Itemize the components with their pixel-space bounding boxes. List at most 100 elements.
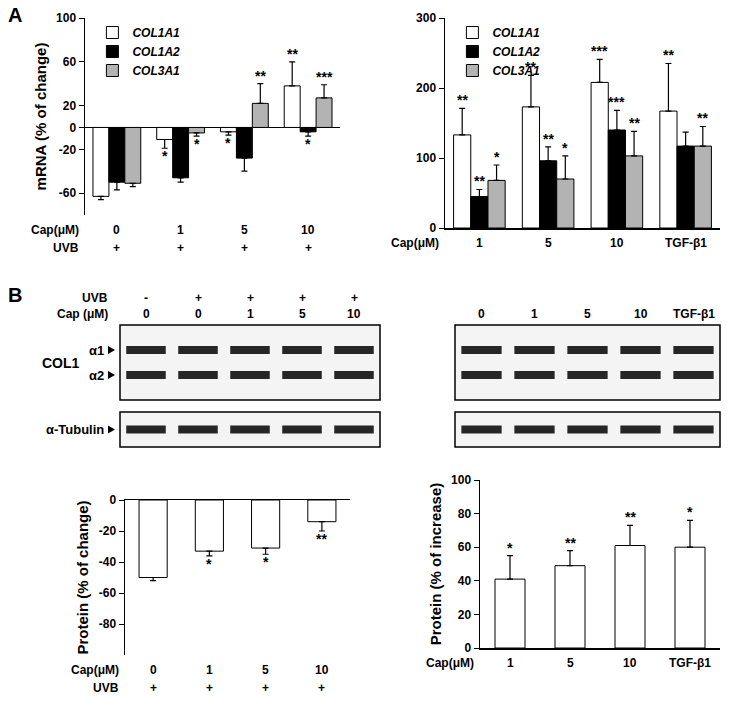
svg-text:TGF-β1: TGF-β1: [669, 656, 711, 670]
svg-text:1: 1: [507, 656, 514, 670]
svg-text:1: 1: [247, 307, 254, 321]
svg-text:+: +: [247, 291, 254, 305]
svg-text:0: 0: [478, 307, 485, 321]
svg-text:***: ***: [591, 43, 608, 59]
svg-text:*: *: [494, 149, 500, 165]
svg-text:B: B: [8, 284, 22, 306]
svg-text:100: 100: [416, 151, 436, 165]
svg-text:Cap(μM): Cap(μM): [31, 223, 79, 237]
svg-text:**: **: [625, 509, 636, 525]
svg-text:**: **: [663, 47, 674, 63]
svg-text:60: 60: [458, 540, 472, 554]
svg-text:5: 5: [567, 656, 574, 670]
svg-text:1: 1: [206, 663, 213, 677]
svg-text:TGF-β1: TGF-β1: [665, 236, 707, 250]
svg-text:1: 1: [177, 223, 184, 237]
svg-text:*: *: [562, 140, 568, 156]
svg-text:100: 100: [451, 473, 471, 487]
svg-text:-20: -20: [99, 524, 117, 538]
svg-text:-80: -80: [99, 617, 117, 631]
svg-text:0: 0: [109, 493, 116, 507]
svg-text:α2: α2: [89, 368, 104, 383]
svg-text:1: 1: [476, 236, 483, 250]
svg-text:**: **: [255, 68, 266, 84]
svg-text:10: 10: [634, 307, 648, 321]
svg-text:20: 20: [63, 99, 77, 113]
svg-text:**: **: [287, 46, 298, 62]
svg-text:COL1A1: COL1A1: [132, 26, 180, 40]
svg-text:**: **: [543, 131, 554, 147]
svg-text:5: 5: [584, 307, 591, 321]
svg-text:0: 0: [143, 307, 150, 321]
svg-text:-20: -20: [59, 143, 77, 157]
svg-text:10: 10: [315, 663, 329, 677]
svg-text:-40: -40: [99, 555, 117, 569]
svg-text:Protein (% of increase): Protein (% of increase): [427, 483, 444, 646]
svg-text:200: 200: [416, 81, 436, 95]
svg-text:COL1A2: COL1A2: [132, 45, 180, 59]
svg-text:*: *: [305, 136, 311, 152]
svg-text:+: +: [305, 241, 312, 255]
svg-text:80: 80: [458, 507, 472, 521]
svg-text:mRNA (% of change): mRNA (% of change): [32, 43, 49, 191]
svg-text:0: 0: [113, 223, 120, 237]
svg-text:*: *: [507, 540, 513, 556]
svg-text:+: +: [195, 291, 202, 305]
svg-text:COL3A1: COL3A1: [132, 64, 180, 78]
svg-text:0: 0: [429, 221, 436, 235]
svg-text:100: 100: [56, 11, 76, 25]
svg-text:+: +: [299, 291, 306, 305]
svg-text:*: *: [687, 504, 693, 520]
svg-text:10: 10: [623, 656, 637, 670]
svg-text:-: -: [144, 291, 148, 305]
svg-text:COL3A1: COL3A1: [492, 64, 540, 78]
svg-text:**: **: [525, 59, 536, 75]
svg-text:Protein (% of change): Protein (% of change): [74, 500, 91, 654]
svg-text:300: 300: [416, 11, 436, 25]
svg-text:+: +: [206, 681, 213, 695]
svg-text:1: 1: [531, 307, 538, 321]
svg-text:*: *: [206, 556, 212, 572]
svg-text:5: 5: [545, 236, 552, 250]
svg-text:+: +: [113, 241, 120, 255]
svg-text:-60: -60: [59, 186, 77, 200]
svg-text:**: **: [316, 531, 327, 547]
svg-text:+: +: [241, 241, 248, 255]
svg-text:0: 0: [69, 121, 76, 135]
svg-text:**: **: [565, 535, 576, 551]
svg-text:**: **: [474, 173, 485, 189]
svg-text:*: *: [225, 135, 231, 151]
svg-text:UVB: UVB: [53, 241, 79, 255]
svg-text:COL1: COL1: [42, 355, 80, 371]
svg-text:5: 5: [299, 307, 306, 321]
svg-text:40: 40: [458, 574, 472, 588]
svg-text:UVB: UVB: [93, 681, 119, 695]
svg-text:Cap(μM): Cap(μM): [426, 656, 474, 670]
svg-text:Cap(μM): Cap(μM): [71, 663, 119, 677]
svg-text:+: +: [177, 241, 184, 255]
svg-text:***: ***: [316, 69, 333, 85]
svg-text:*: *: [263, 554, 269, 570]
svg-text:10: 10: [347, 307, 361, 321]
svg-text:5: 5: [241, 223, 248, 237]
svg-text:0: 0: [464, 641, 471, 655]
svg-text:20: 20: [458, 608, 472, 622]
svg-text:0: 0: [195, 307, 202, 321]
svg-text:60: 60: [63, 55, 77, 69]
svg-text:+: +: [318, 681, 325, 695]
svg-text:+: +: [262, 681, 269, 695]
svg-text:+: +: [351, 291, 358, 305]
svg-text:0: 0: [150, 663, 157, 677]
svg-text:*: *: [162, 148, 168, 164]
svg-text:Cap (μM): Cap (μM): [57, 307, 108, 321]
svg-text:-60: -60: [99, 586, 117, 600]
svg-text:α-Tubulin: α-Tubulin: [46, 422, 104, 437]
svg-text:Cap(μM): Cap(μM): [391, 236, 439, 250]
svg-text:α1: α1: [89, 343, 104, 358]
svg-text:*: *: [194, 136, 200, 152]
svg-text:+: +: [150, 681, 157, 695]
svg-text:**: **: [457, 92, 468, 108]
svg-text:**: **: [629, 115, 640, 131]
svg-text:***: ***: [608, 94, 625, 110]
svg-text:COL1A2: COL1A2: [492, 45, 540, 59]
